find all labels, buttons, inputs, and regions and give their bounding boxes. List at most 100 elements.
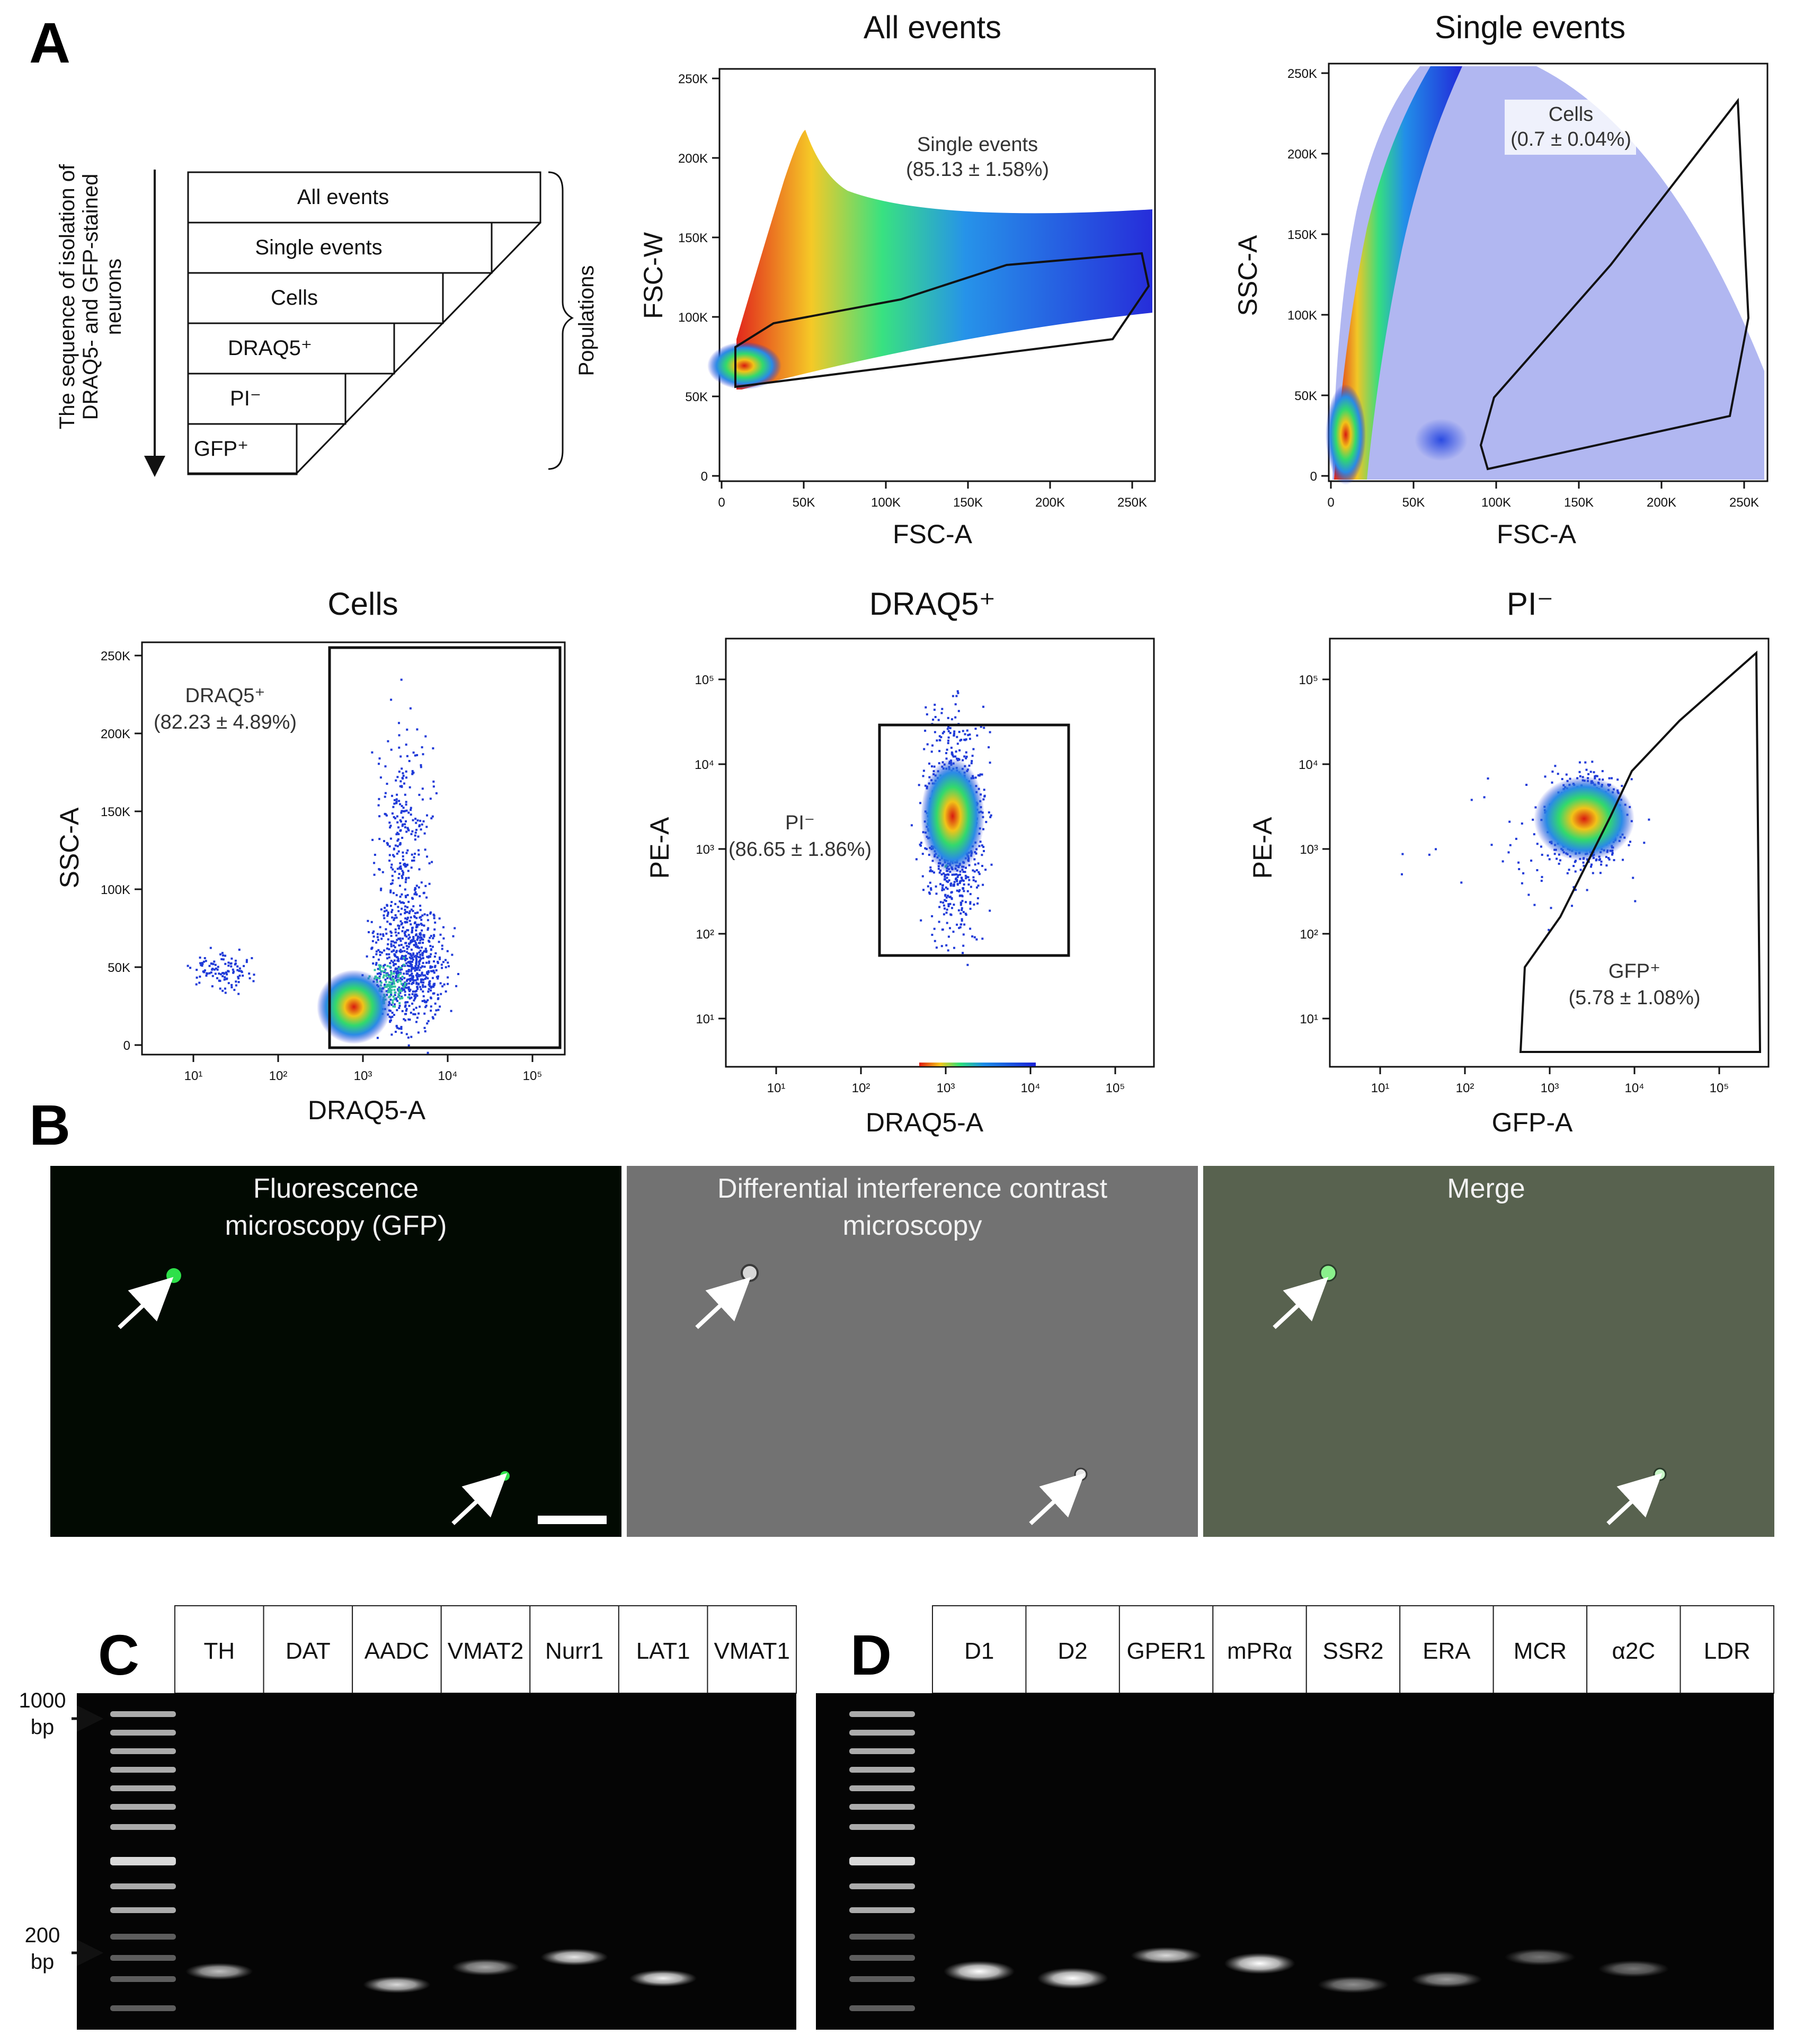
event-dot <box>253 974 255 976</box>
event-dot <box>398 1002 401 1004</box>
event-dot <box>398 988 401 990</box>
event-dot <box>405 803 407 806</box>
event-dot <box>429 798 432 800</box>
event-dot <box>379 954 381 956</box>
event-dot <box>397 877 400 879</box>
event-dot <box>224 954 227 957</box>
event-dot <box>437 961 439 963</box>
event-dot <box>386 905 388 907</box>
event-dot <box>395 998 397 1001</box>
event-dot <box>394 985 396 988</box>
event-dot <box>972 748 975 750</box>
gel-lane-label: mPRα <box>1227 1638 1292 1664</box>
event-dot <box>398 843 401 846</box>
event-dot <box>947 730 950 732</box>
event-dot <box>432 1017 434 1020</box>
event-dot <box>404 934 406 937</box>
event-dot <box>983 789 985 791</box>
panel-label-c: C <box>98 1623 139 1687</box>
event-dot <box>1565 773 1568 776</box>
event-dot <box>248 972 251 975</box>
event-dot <box>423 913 426 916</box>
event-dot <box>394 941 396 944</box>
x-tick-label: 10³ <box>1541 1081 1559 1095</box>
event-dot <box>390 943 393 945</box>
event-dot <box>415 957 417 959</box>
event-dot <box>434 952 437 954</box>
event-dot <box>404 881 407 883</box>
event-dot <box>419 953 422 956</box>
event-dot <box>387 938 389 941</box>
event-dot <box>941 884 944 887</box>
event-dot <box>237 981 240 984</box>
event-dot <box>967 883 970 886</box>
event-dot <box>416 945 419 948</box>
event-dot <box>429 955 431 958</box>
event-dot <box>411 966 414 969</box>
ladder-band <box>110 2005 176 2011</box>
sequence-axis-label-1: The sequence of isolation of <box>56 164 79 429</box>
event-dot <box>943 888 945 891</box>
event-dot <box>965 751 967 754</box>
event-dot <box>411 770 414 773</box>
event-dot <box>393 964 395 967</box>
ladder-band <box>849 2005 915 2011</box>
event-dot <box>398 900 401 902</box>
event-dot <box>455 985 458 987</box>
event-dot <box>391 882 394 884</box>
event-dot <box>402 871 405 874</box>
event-dot <box>387 740 389 742</box>
event-dot <box>983 727 985 729</box>
event-dot <box>389 923 392 925</box>
event-dot <box>411 927 413 930</box>
event-dot <box>395 894 398 897</box>
event-dot <box>419 909 422 912</box>
event-dot <box>395 975 397 977</box>
event-dot <box>1616 778 1619 781</box>
event-dot <box>412 936 415 938</box>
event-dot <box>405 945 408 947</box>
event-dot <box>390 748 393 751</box>
gel-band <box>1598 1960 1669 1977</box>
x-tick-label: 150K <box>953 495 983 510</box>
event-dot <box>949 884 952 887</box>
event-dot <box>953 946 955 949</box>
event-dot <box>414 834 416 837</box>
event-dot <box>398 927 400 930</box>
event-dot <box>420 881 423 884</box>
event-dot <box>435 1009 438 1012</box>
event-dot <box>401 877 404 879</box>
event-dot <box>392 985 394 988</box>
event-dot <box>395 979 398 982</box>
event-dot <box>230 986 233 988</box>
event-dot <box>398 800 401 802</box>
event-dot <box>406 978 408 981</box>
event-dot <box>420 923 422 925</box>
arrow-icon <box>1606 1473 1663 1525</box>
event-dot <box>389 975 392 978</box>
event-dot <box>199 962 202 965</box>
event-dot <box>437 977 439 980</box>
event-dot <box>981 865 983 867</box>
gel-band <box>629 1970 697 1987</box>
event-dot <box>1490 844 1493 846</box>
pi-hotspot <box>1534 776 1634 861</box>
event-dot <box>920 844 922 847</box>
event-dot <box>410 949 413 951</box>
event-dot <box>424 1006 427 1008</box>
draq5-gate-label: DRAQ5⁺ <box>185 685 265 707</box>
event-dot <box>388 854 391 856</box>
event-dot <box>392 868 394 871</box>
x-tick-label: 200K <box>1647 495 1676 510</box>
gel-lane-header <box>529 1605 619 1694</box>
event-dot <box>408 919 411 922</box>
event-dot <box>224 987 226 990</box>
event-dot <box>977 884 980 887</box>
ladder-band <box>110 1824 176 1830</box>
x-tick-label: 50K <box>793 495 815 510</box>
event-dot <box>390 1004 393 1006</box>
panel-label-a: A <box>29 11 70 75</box>
x-tick-label: 10³ <box>937 1081 955 1095</box>
event-dot <box>383 917 386 919</box>
event-dot <box>443 983 446 986</box>
